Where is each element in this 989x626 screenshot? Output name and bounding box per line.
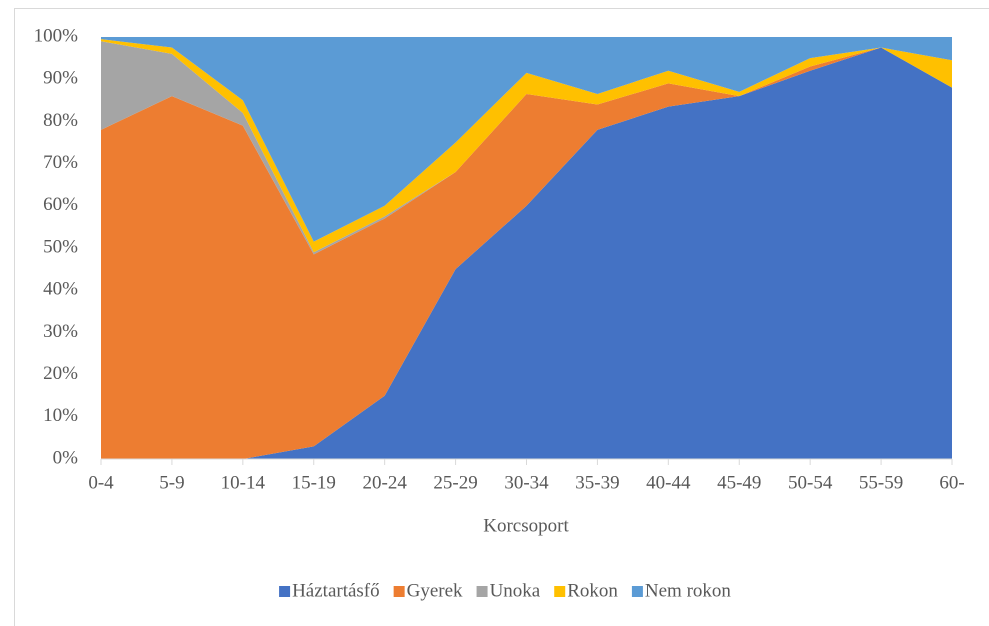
area [101,37,952,242]
x-tick-label: 45-49 [717,472,761,493]
legend: Háztartásfő Gyerek Unoka Rokon Nem rokon [279,580,731,601]
y-tick-label: 0% [53,447,79,468]
legend-label: Nem rokon [645,580,732,601]
legend-label: Unoka [490,580,541,601]
area [101,47,952,460]
legend-swatch [554,586,566,597]
x-tick-label: 20-24 [363,472,408,493]
y-tick-label: 10% [43,405,78,426]
legend-swatch [476,586,488,597]
x-tick-label: 25-29 [433,472,477,493]
x-tick-label: 10-14 [221,472,266,493]
legend-label: Gyerek [407,580,463,601]
legend-swatch [631,586,643,597]
x-tick-label: 15-19 [292,472,336,493]
area [101,39,952,253]
x-axis-label: Korcsoport [483,515,569,536]
x-tick-label: 35-39 [575,472,619,493]
x-tick-label: 55-59 [859,472,903,493]
y-tick-label: 70% [43,152,78,173]
legend-item: Gyerek [393,580,463,601]
y-tick-label: 50% [43,236,78,257]
legend-label: Háztartásfő [292,580,380,601]
y-tick-label: 100% [34,25,79,46]
legend-swatch [393,586,405,597]
legend-item: Háztartásfő [279,580,380,601]
y-tick-label: 40% [43,279,78,300]
legend-item: Rokon [554,580,618,601]
x-tick-label: 0-4 [88,472,114,493]
x-tick-label: 50-54 [788,472,833,493]
legend-swatch [279,586,291,597]
y-tick-label: 20% [43,363,78,384]
y-tick-label: 30% [43,321,78,342]
x-tick-label: 30-34 [504,472,549,493]
x-tick-label: 5-9 [159,472,184,493]
y-tick-label: 80% [43,110,78,131]
y-tick-label: 90% [43,68,78,89]
chart-frame [14,8,989,626]
y-tick-label: 60% [43,194,78,215]
legend-item: Unoka [476,580,541,601]
x-tick-label: 40-44 [646,472,691,493]
legend-label: Rokon [567,580,618,601]
area [101,47,952,460]
legend-item: Nem rokon [631,580,732,601]
x-tick-label: 60- [939,472,964,493]
